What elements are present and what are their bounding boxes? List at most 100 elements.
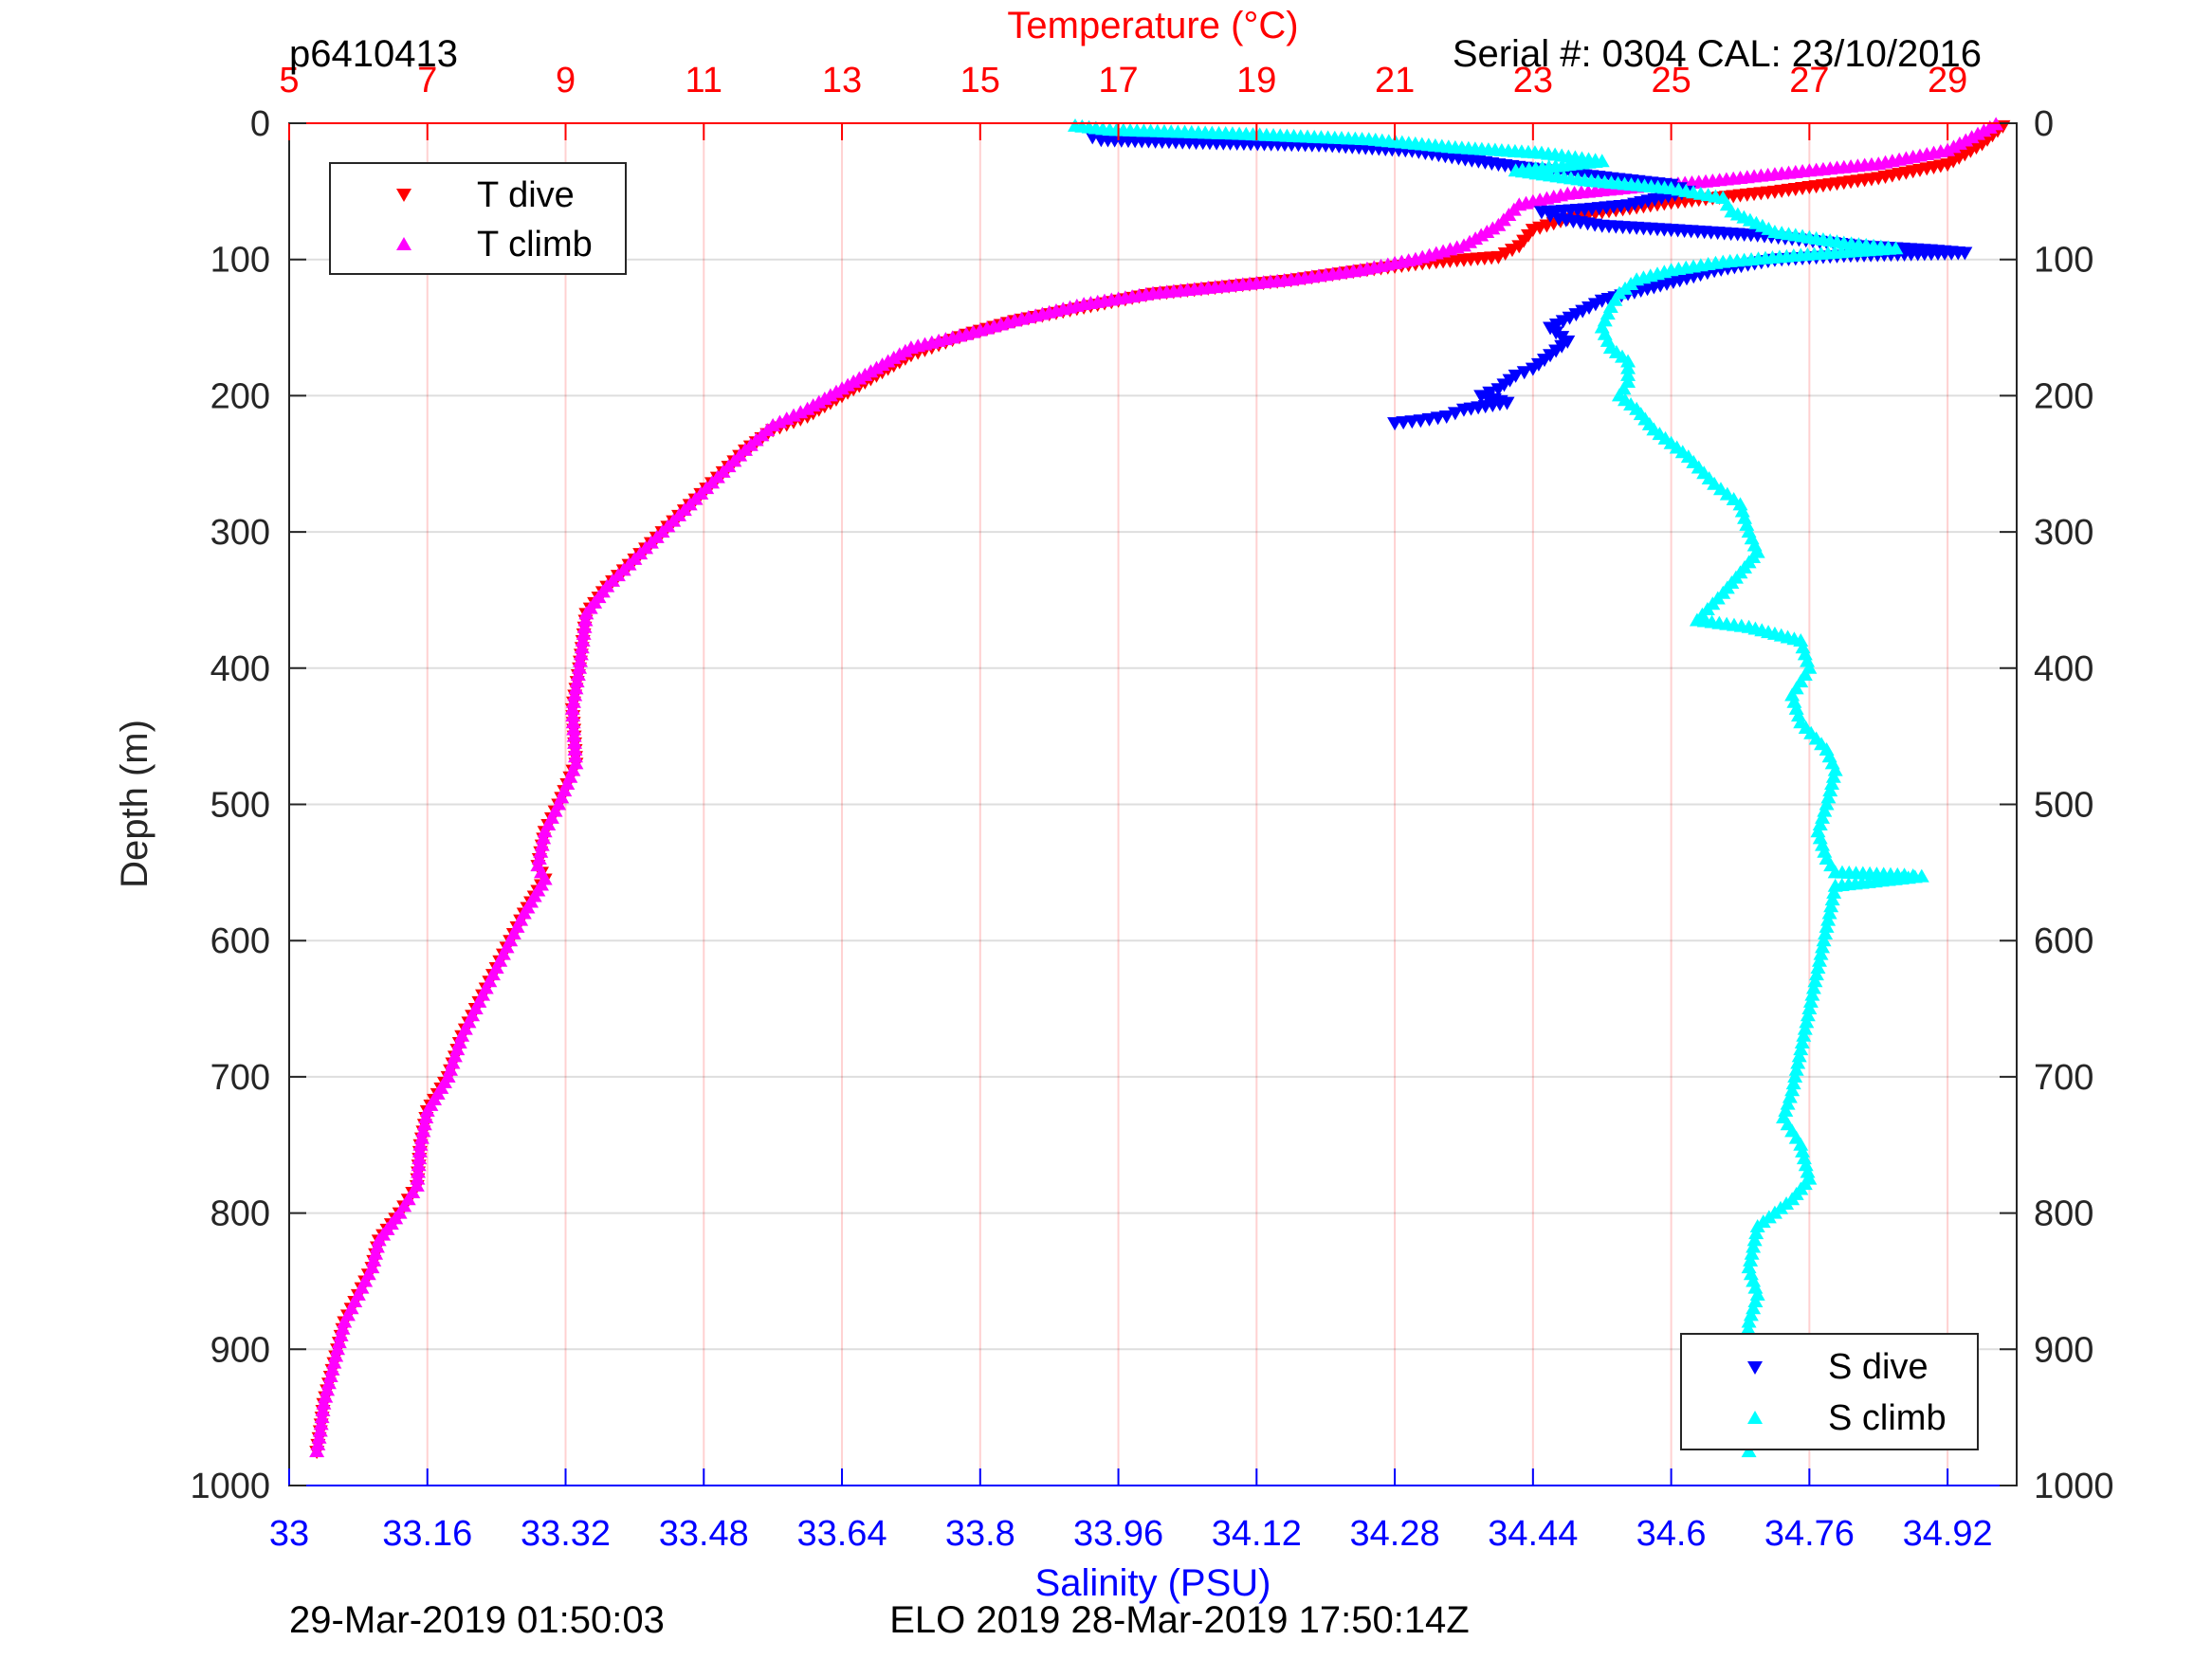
- depth-tick-label-right: 300: [2034, 513, 2093, 553]
- data-marker: [1741, 1314, 1757, 1328]
- data-marker: [315, 1402, 331, 1416]
- data-marker: [1746, 1239, 1762, 1253]
- data-marker: [1548, 318, 1564, 332]
- legend-s-climb-marker: [1747, 1411, 1763, 1424]
- data-marker: [419, 1103, 435, 1117]
- data-marker: [322, 1369, 338, 1383]
- data-marker: [576, 619, 593, 633]
- data-marker: [1575, 304, 1591, 319]
- data-marker: [578, 606, 594, 620]
- data-marker: [536, 830, 552, 845]
- data-marker: [1746, 1232, 1763, 1247]
- data-marker: [1791, 1048, 1807, 1063]
- temp-tick-label: 7: [417, 61, 437, 100]
- data-marker: [324, 1361, 340, 1376]
- data-marker: [1620, 360, 1636, 374]
- sal-tick-label: 33.32: [521, 1514, 611, 1554]
- temp-tick-label: 11: [686, 61, 722, 100]
- data-marker: [1620, 367, 1636, 381]
- legend-temperature: T dive T climb: [329, 162, 627, 275]
- data-marker: [537, 824, 553, 838]
- data-marker: [1796, 1028, 1812, 1042]
- data-marker: [1963, 144, 1979, 158]
- data-marker: [333, 1327, 349, 1341]
- depth-tick-label-right: 1000: [2034, 1467, 2114, 1506]
- data-marker: [1824, 892, 1840, 906]
- data-marker: [1790, 1055, 1806, 1069]
- data-marker: [565, 715, 581, 729]
- footer-timestamp: 29-Mar-2019 01:50:03: [289, 1599, 665, 1641]
- temp-tick-label: 19: [1236, 61, 1276, 100]
- depth-axis-title: Depth (m): [114, 720, 155, 888]
- data-marker: [566, 694, 582, 708]
- data-marker: [1568, 308, 1584, 322]
- data-marker: [1797, 1021, 1813, 1035]
- data-marker: [1826, 884, 1842, 899]
- footer-mission: ELO 2019 28-Mar-2019 17:50:14Z: [889, 1599, 1470, 1641]
- data-marker: [314, 1410, 330, 1424]
- data-marker: [1798, 1158, 1814, 1172]
- temp-tick-label: 27: [1789, 61, 1829, 100]
- data-marker: [567, 735, 583, 749]
- profile-id: p6410413: [289, 33, 458, 75]
- temp-tick-label: 13: [822, 61, 862, 100]
- data-marker: [311, 1430, 327, 1444]
- data-marker: [1821, 905, 1837, 920]
- plot-area: [289, 123, 2017, 1486]
- data-marker: [1748, 1226, 1764, 1240]
- data-marker: [411, 1143, 428, 1158]
- data-marker: [310, 1436, 326, 1450]
- data-marker: [320, 1376, 337, 1390]
- data-marker: [574, 640, 590, 654]
- data-marker: [1794, 1034, 1810, 1048]
- legend-salinity: S dive S climb: [1680, 1333, 1979, 1450]
- temp-tick-label: 5: [279, 61, 299, 100]
- data-marker: [566, 721, 582, 736]
- data-marker: [576, 626, 592, 640]
- sal-tick-label: 34.28: [1350, 1514, 1440, 1554]
- depth-tick-label-left: 400: [210, 649, 270, 689]
- data-marker: [1555, 315, 1571, 329]
- data-marker: [1793, 1042, 1809, 1056]
- sal-tick-label: 34.12: [1212, 1514, 1302, 1554]
- data-marker: [565, 708, 581, 722]
- sal-tick-label: 33.64: [796, 1514, 887, 1554]
- depth-tick-label-right: 100: [2034, 241, 2093, 281]
- data-marker: [335, 1321, 351, 1335]
- salinity-axis-title: Salinity (PSU): [1035, 1562, 1271, 1604]
- sal-tick-label: 34.76: [1764, 1514, 1855, 1554]
- temperature-axis-title: Temperature (°C): [1007, 5, 1298, 46]
- depth-tick-label-right: 800: [2034, 1194, 2093, 1234]
- data-marker: [1816, 933, 1832, 947]
- data-marker: [1525, 362, 1541, 376]
- data-marker: [575, 633, 591, 647]
- data-marker: [1587, 298, 1603, 312]
- depth-tick-label-left: 700: [210, 1058, 270, 1098]
- data-marker: [1820, 912, 1837, 926]
- data-marker: [369, 1239, 385, 1253]
- legend-t-dive-marker: [396, 189, 411, 202]
- data-marker: [1490, 383, 1507, 397]
- sal-tick-label: 34.44: [1488, 1514, 1578, 1554]
- data-marker: [1811, 953, 1827, 967]
- data-marker: [1800, 1164, 1816, 1178]
- sal-tick-label: 33.96: [1073, 1514, 1163, 1554]
- legend-salinity-box: [1680, 1333, 1979, 1450]
- series-t-climb: [309, 117, 2004, 1458]
- data-marker: [1819, 919, 1835, 933]
- data-marker: [415, 1123, 431, 1138]
- legend-temperature-box: [329, 162, 627, 275]
- temp-tick-label: 23: [1513, 61, 1553, 100]
- data-marker: [1455, 403, 1472, 417]
- data-marker: [1516, 366, 1532, 380]
- data-marker: [1785, 1076, 1801, 1090]
- data-marker: [1815, 939, 1831, 954]
- data-marker: [577, 612, 594, 627]
- temp-tick-label: 29: [1928, 61, 1967, 100]
- data-marker: [366, 1252, 382, 1267]
- data-marker: [412, 1137, 429, 1151]
- sal-tick-label: 34.92: [1903, 1514, 1993, 1554]
- data-marker: [1824, 775, 1840, 790]
- data-marker: [1825, 769, 1841, 783]
